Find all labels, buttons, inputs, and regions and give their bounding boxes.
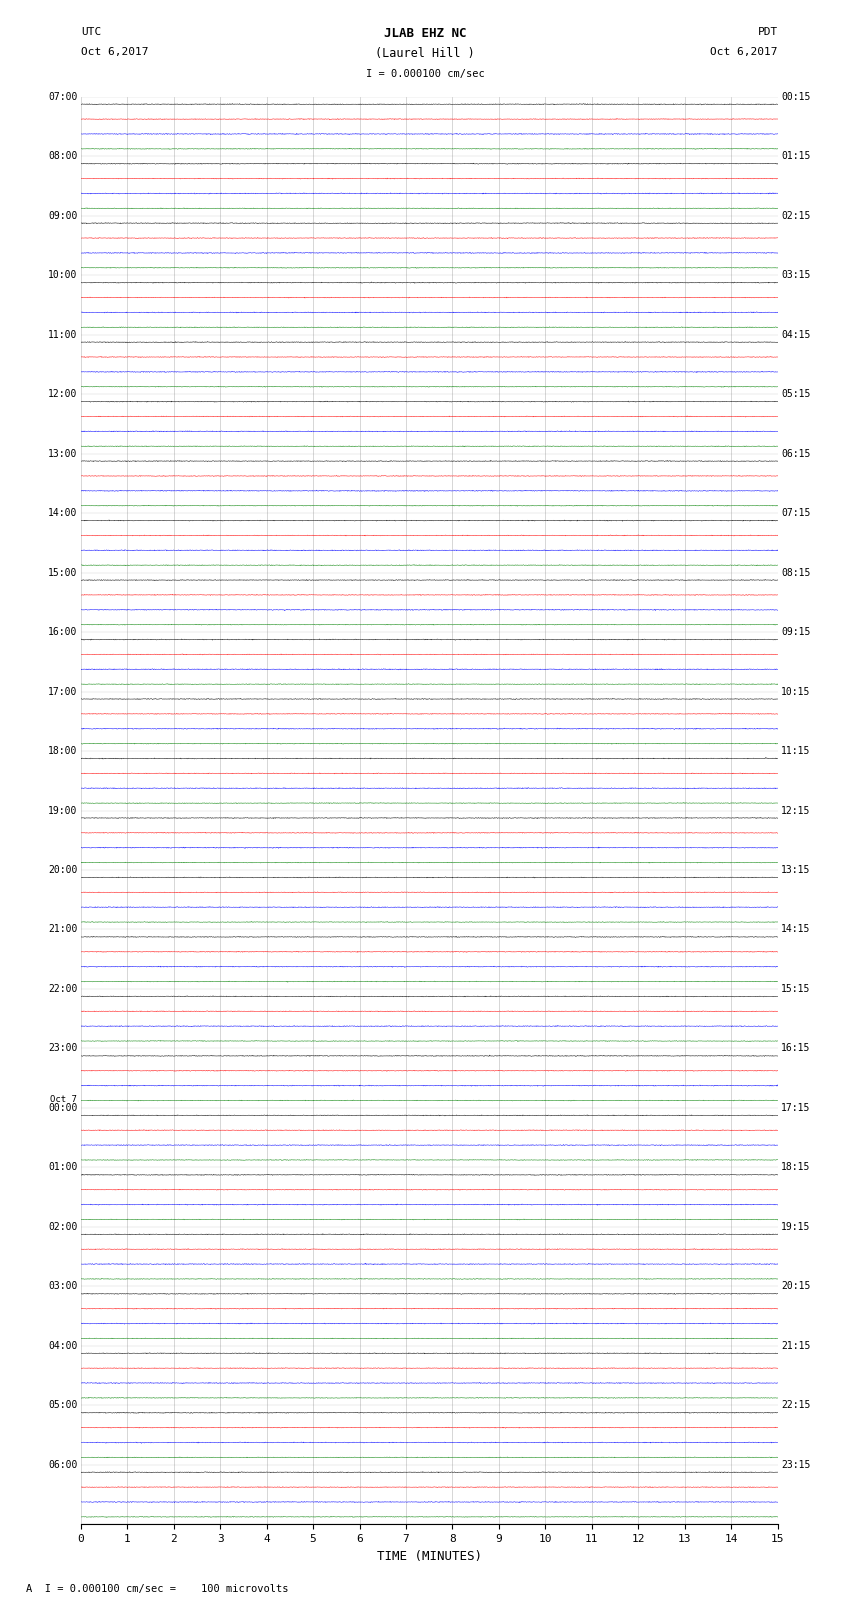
Text: 15:00: 15:00 — [48, 568, 77, 577]
Text: 12:15: 12:15 — [781, 805, 811, 816]
Text: 08:15: 08:15 — [781, 568, 811, 577]
Text: 09:00: 09:00 — [48, 211, 77, 221]
Text: 18:00: 18:00 — [48, 747, 77, 756]
Text: 05:15: 05:15 — [781, 389, 811, 398]
Text: 23:15: 23:15 — [781, 1460, 811, 1469]
Text: 02:15: 02:15 — [781, 211, 811, 221]
Text: 11:00: 11:00 — [48, 329, 77, 340]
Text: 19:00: 19:00 — [48, 805, 77, 816]
Text: 21:15: 21:15 — [781, 1340, 811, 1350]
Text: 13:15: 13:15 — [781, 865, 811, 874]
Text: 20:15: 20:15 — [781, 1281, 811, 1292]
Text: 15:15: 15:15 — [781, 984, 811, 994]
Text: 07:00: 07:00 — [48, 92, 77, 102]
Text: Oct 6,2017: Oct 6,2017 — [711, 47, 778, 56]
Text: 08:00: 08:00 — [48, 152, 77, 161]
Text: 22:15: 22:15 — [781, 1400, 811, 1410]
Text: 12:00: 12:00 — [48, 389, 77, 398]
Text: 02:00: 02:00 — [48, 1223, 77, 1232]
Text: 04:00: 04:00 — [48, 1340, 77, 1350]
Text: 19:15: 19:15 — [781, 1223, 811, 1232]
Text: 14:15: 14:15 — [781, 924, 811, 934]
Text: 09:15: 09:15 — [781, 627, 811, 637]
Text: 23:00: 23:00 — [48, 1044, 77, 1053]
Text: 06:15: 06:15 — [781, 448, 811, 458]
Text: I = 0.000100 cm/sec: I = 0.000100 cm/sec — [366, 69, 484, 79]
Text: 06:00: 06:00 — [48, 1460, 77, 1469]
Text: A  I = 0.000100 cm/sec =    100 microvolts: A I = 0.000100 cm/sec = 100 microvolts — [26, 1584, 288, 1594]
Text: 16:00: 16:00 — [48, 627, 77, 637]
Text: 03:00: 03:00 — [48, 1281, 77, 1292]
X-axis label: TIME (MINUTES): TIME (MINUTES) — [377, 1550, 482, 1563]
Text: 17:00: 17:00 — [48, 687, 77, 697]
Text: 14:00: 14:00 — [48, 508, 77, 518]
Text: 04:15: 04:15 — [781, 329, 811, 340]
Text: 10:00: 10:00 — [48, 271, 77, 281]
Text: UTC: UTC — [81, 27, 101, 37]
Text: 05:00: 05:00 — [48, 1400, 77, 1410]
Text: 17:15: 17:15 — [781, 1103, 811, 1113]
Text: 03:15: 03:15 — [781, 271, 811, 281]
Text: 16:15: 16:15 — [781, 1044, 811, 1053]
Text: Oct 7: Oct 7 — [50, 1095, 77, 1103]
Text: 11:15: 11:15 — [781, 747, 811, 756]
Text: 07:15: 07:15 — [781, 508, 811, 518]
Text: 18:15: 18:15 — [781, 1163, 811, 1173]
Text: 21:00: 21:00 — [48, 924, 77, 934]
Text: (Laurel Hill ): (Laurel Hill ) — [375, 47, 475, 60]
Text: 22:00: 22:00 — [48, 984, 77, 994]
Text: 00:15: 00:15 — [781, 92, 811, 102]
Text: 20:00: 20:00 — [48, 865, 77, 874]
Text: 10:15: 10:15 — [781, 687, 811, 697]
Text: PDT: PDT — [757, 27, 778, 37]
Text: JLAB EHZ NC: JLAB EHZ NC — [383, 27, 467, 40]
Text: 00:00: 00:00 — [48, 1103, 77, 1113]
Text: 01:15: 01:15 — [781, 152, 811, 161]
Text: Oct 6,2017: Oct 6,2017 — [81, 47, 148, 56]
Text: 13:00: 13:00 — [48, 448, 77, 458]
Text: 01:00: 01:00 — [48, 1163, 77, 1173]
